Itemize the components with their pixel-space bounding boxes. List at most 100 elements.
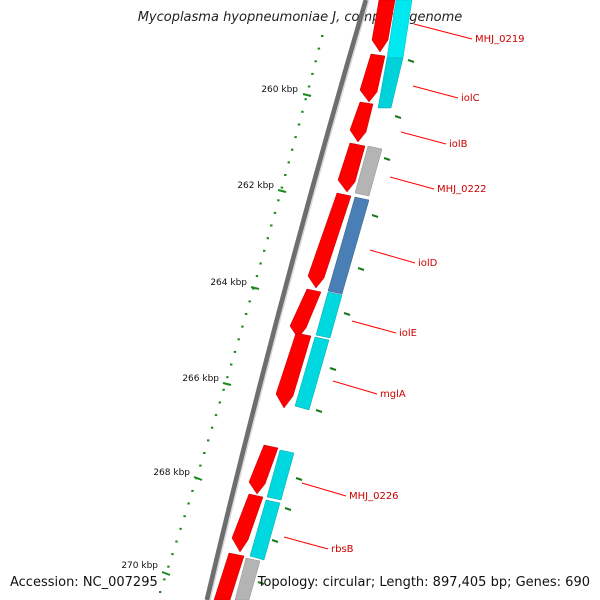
ruler-dot <box>259 262 262 265</box>
ruler-dot <box>218 401 221 404</box>
ruler-dot <box>175 540 178 543</box>
ruler-dot <box>317 47 321 50</box>
cds-feature[interactable] <box>213 552 245 600</box>
ruler-dot <box>248 300 251 303</box>
cds-feature[interactable] <box>231 493 264 553</box>
ruler-mark-262: 262 kbp <box>237 181 287 193</box>
ruler-mark-266: 266 kbp <box>182 374 232 386</box>
gene-label-rbsb[interactable]: rbsB <box>331 544 354 555</box>
ruler-dots <box>159 35 324 593</box>
ruler-dot <box>301 110 304 113</box>
gc-mark <box>394 115 402 119</box>
genome-summary-text: Topology: circular; Length: 897,405 bp; … <box>257 575 590 590</box>
gc-mark <box>295 477 303 481</box>
gene-label-mhj-0226[interactable]: MHJ_0226 <box>349 491 399 502</box>
gc-mark <box>271 539 279 543</box>
ruler-tick <box>193 476 203 481</box>
ruler-dot <box>214 414 218 417</box>
ruler-mark-270: 270 kbp <box>121 561 171 576</box>
genome-backbone <box>204 0 369 600</box>
ruler-dot <box>237 338 240 341</box>
gene-label-iole[interactable]: iolE <box>399 328 417 339</box>
gc-mark <box>371 214 379 218</box>
cds-feature[interactable] <box>275 332 312 409</box>
ruler-tick <box>161 571 171 576</box>
ruler-dot <box>241 325 244 328</box>
gene-label-mgla[interactable]: mglA <box>380 389 406 400</box>
gene-label-iolc[interactable]: iolC <box>461 93 480 104</box>
ruler-dot <box>277 199 280 202</box>
ruler: 260 kbp 262 kbp 264 kbp 266 kbp 268 kbp … <box>121 85 312 576</box>
ruler-tick <box>250 286 260 290</box>
gene-label-iolb[interactable]: iolB <box>449 139 468 150</box>
ruler-dot <box>287 161 290 164</box>
ruler-dot <box>273 211 277 214</box>
gene-labels: MHJ_0219 iolC iolB MHJ_0222 iolD iolE mg… <box>331 34 525 555</box>
ruler-dot <box>226 376 229 379</box>
ruler-tick <box>222 382 232 386</box>
ruler-dot <box>270 224 273 227</box>
ruler-dot <box>199 464 202 467</box>
cds-feature[interactable] <box>354 145 383 197</box>
cds-feature[interactable] <box>307 192 352 289</box>
cds-feature[interactable] <box>248 444 279 495</box>
ruler-label-260: 260 kbp <box>261 85 298 95</box>
cds-feature[interactable] <box>359 53 386 103</box>
cds-feature[interactable] <box>289 288 322 339</box>
gene-label-leaders <box>283 23 473 550</box>
gene-label-mhj-0222[interactable]: MHJ_0222 <box>437 184 487 195</box>
gc-mark <box>315 409 323 413</box>
ruler-dot <box>163 578 166 581</box>
cds-feature[interactable] <box>266 449 295 501</box>
ruler-dot <box>291 148 294 151</box>
ruler-label-264: 264 kbp <box>210 278 247 288</box>
ruler-dot <box>266 237 269 240</box>
ruler-dot <box>233 350 237 353</box>
cds-feature[interactable] <box>337 142 366 193</box>
gc-mark <box>257 581 265 585</box>
gc-mark <box>407 59 415 63</box>
ruler-dot <box>280 186 284 189</box>
ruler-dot <box>294 136 297 139</box>
cds-feature[interactable] <box>315 291 343 339</box>
ruler-dot <box>321 35 324 37</box>
cds-feature[interactable] <box>234 557 261 600</box>
ruler-dot <box>252 287 255 290</box>
cds-feature[interactable] <box>377 57 404 109</box>
gc-mark <box>383 157 391 161</box>
ruler-dot <box>187 502 190 505</box>
cds-feature[interactable] <box>294 336 330 411</box>
ruler-mark-260: 260 kbp <box>261 85 312 97</box>
cds-feature[interactable] <box>371 0 396 53</box>
ruler-dot <box>255 275 259 278</box>
ruler-dot <box>183 515 186 518</box>
reverse-cds-track <box>234 0 413 600</box>
cds-feature[interactable] <box>327 196 370 295</box>
gc-mark <box>284 507 292 511</box>
ruler-label-268: 268 kbp <box>153 468 190 478</box>
ruler-dot <box>304 98 307 101</box>
ruler-dot <box>263 249 266 252</box>
ruler-dot <box>210 426 214 429</box>
accession-text: Accession: NC_007295 <box>10 575 158 590</box>
gene-label-iold[interactable]: iolD <box>418 258 438 269</box>
gc-mark <box>357 267 365 271</box>
ruler-dot <box>203 452 206 454</box>
ruler-dot <box>207 439 210 442</box>
ruler-dot <box>222 388 225 391</box>
cds-feature[interactable] <box>249 499 281 561</box>
ruler-dot <box>314 60 317 63</box>
ruler-label-270: 270 kbp <box>121 561 158 571</box>
ruler-dot <box>244 313 248 315</box>
ruler-tick <box>302 93 312 97</box>
gc-mark <box>343 312 351 316</box>
ruler-dot <box>230 363 233 366</box>
ruler-dot <box>297 123 301 126</box>
ruler-dot <box>159 591 162 593</box>
forward-cds-track <box>213 0 396 600</box>
cds-feature[interactable] <box>349 101 374 143</box>
ruler-dot <box>171 553 174 556</box>
ruler-mark-268: 268 kbp <box>153 468 203 481</box>
gene-label-mhj-0219[interactable]: MHJ_0219 <box>475 34 525 45</box>
